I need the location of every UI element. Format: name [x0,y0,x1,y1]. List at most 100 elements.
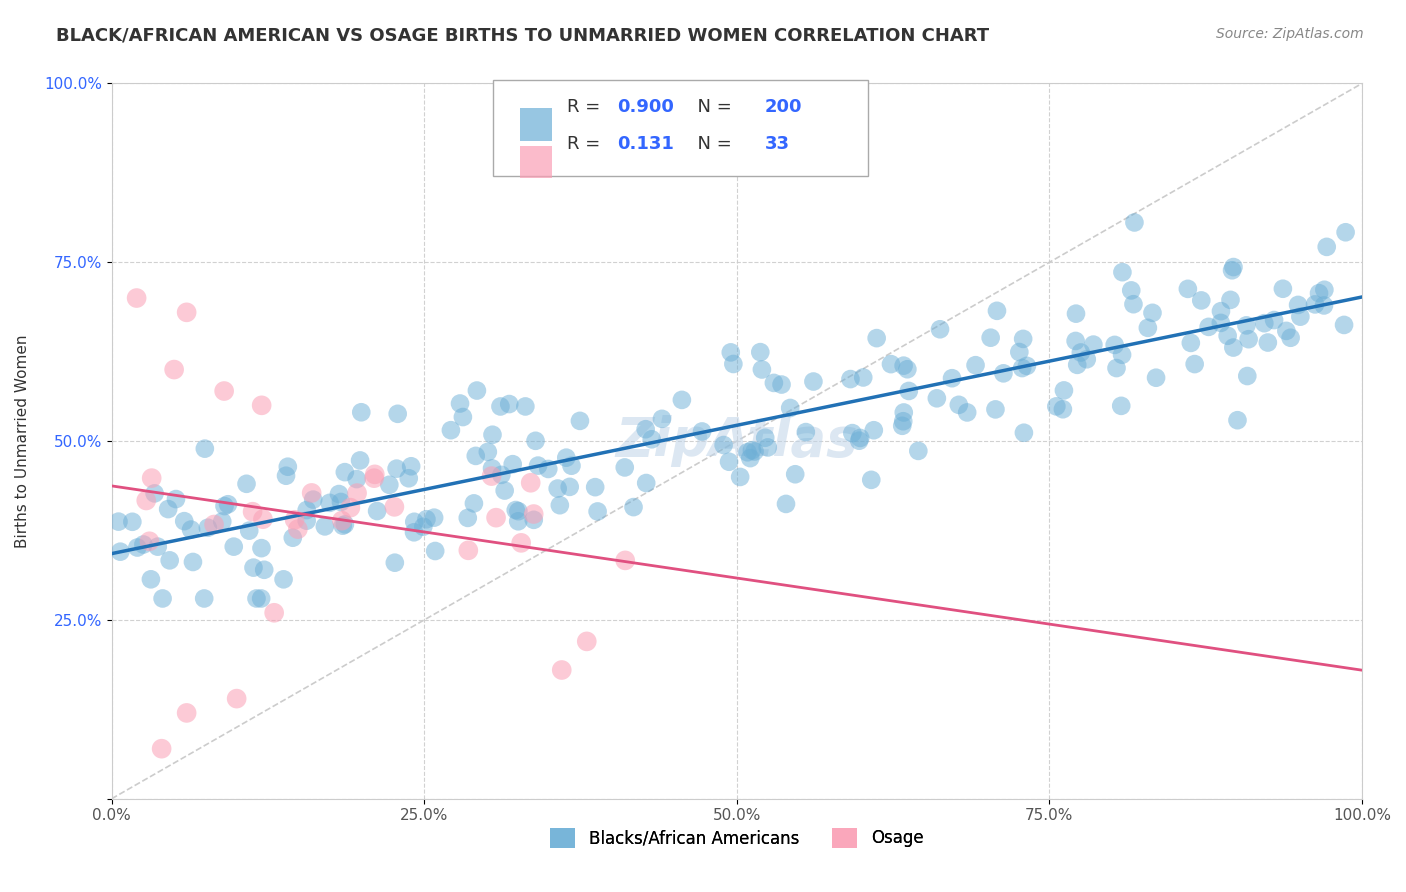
Point [993,367,1015,381]
Point [235,476,257,491]
Point [1045,400,1067,414]
Point [333,465,356,479]
Point [537,462,560,476]
Point [1316,240,1339,254]
Point [505,503,527,517]
Point [880,357,903,371]
Point [346,486,368,500]
Point [463,496,485,510]
Point [332,518,354,533]
Point [613,460,636,475]
Point [1104,338,1126,352]
Point [339,500,361,515]
Text: R =: R = [567,136,606,153]
Point [1064,334,1087,348]
Point [425,544,447,558]
Point [225,691,247,706]
Point [301,486,323,500]
Point [1184,357,1206,371]
Point [893,405,915,419]
Point [302,492,325,507]
Point [1064,307,1087,321]
Point [980,331,1002,345]
Point [551,663,574,677]
Point [897,384,920,398]
Point [181,555,204,569]
Point [634,422,657,436]
Point [481,427,503,442]
Point [1011,361,1033,376]
Point [489,400,512,414]
Point [779,401,801,415]
Point [242,505,264,519]
Point [176,706,198,720]
Point [866,331,889,345]
Point [1334,225,1357,239]
Point [756,441,779,455]
Point [329,495,352,509]
Point [366,504,388,518]
Point [527,458,550,473]
Point [464,449,486,463]
Point [548,498,571,512]
Point [1111,348,1133,362]
Text: 0.900: 0.900 [617,98,673,116]
Point [287,522,309,536]
Point [965,358,987,372]
Point [281,531,304,545]
Point [1271,282,1294,296]
Point [1198,319,1220,334]
Point [1122,297,1144,311]
Point [690,425,713,439]
Point [139,572,162,586]
Point [295,503,318,517]
Point [1144,370,1167,384]
Point [125,291,148,305]
Point [1333,318,1355,332]
Point [328,487,350,501]
Point [1008,345,1031,359]
Text: 33: 33 [765,136,789,153]
Point [1236,318,1258,333]
Point [1222,341,1244,355]
Point [723,357,745,371]
Point [1111,265,1133,279]
Point [671,392,693,407]
Point [803,375,825,389]
Point [222,540,245,554]
Point [295,514,318,528]
Point [839,372,862,386]
Point [583,480,606,494]
Text: ZipAtlas: ZipAtlas [616,415,858,467]
Point [785,467,807,482]
Point [330,514,353,528]
Point [173,514,195,528]
Point [349,453,371,467]
Point [143,486,166,500]
Point [547,482,569,496]
Point [107,515,129,529]
Point [465,384,488,398]
Point [132,537,155,551]
Legend: Blacks/African Americans, Osage: Blacks/African Americans, Osage [544,822,929,855]
Point [1216,328,1239,343]
Point [744,444,766,458]
Point [754,431,776,445]
Point [1083,337,1105,351]
Point [1313,298,1336,312]
Point [794,425,817,439]
Point [176,305,198,319]
Point [159,553,181,567]
Point [1136,321,1159,335]
Point [1142,306,1164,320]
Point [1308,286,1330,301]
Point [523,513,546,527]
Text: R =: R = [567,98,606,116]
Point [1209,304,1232,318]
Point [841,426,863,441]
Point [1289,310,1312,324]
Point [141,471,163,485]
Point [524,434,547,448]
Point [623,500,645,514]
Point [284,513,307,527]
